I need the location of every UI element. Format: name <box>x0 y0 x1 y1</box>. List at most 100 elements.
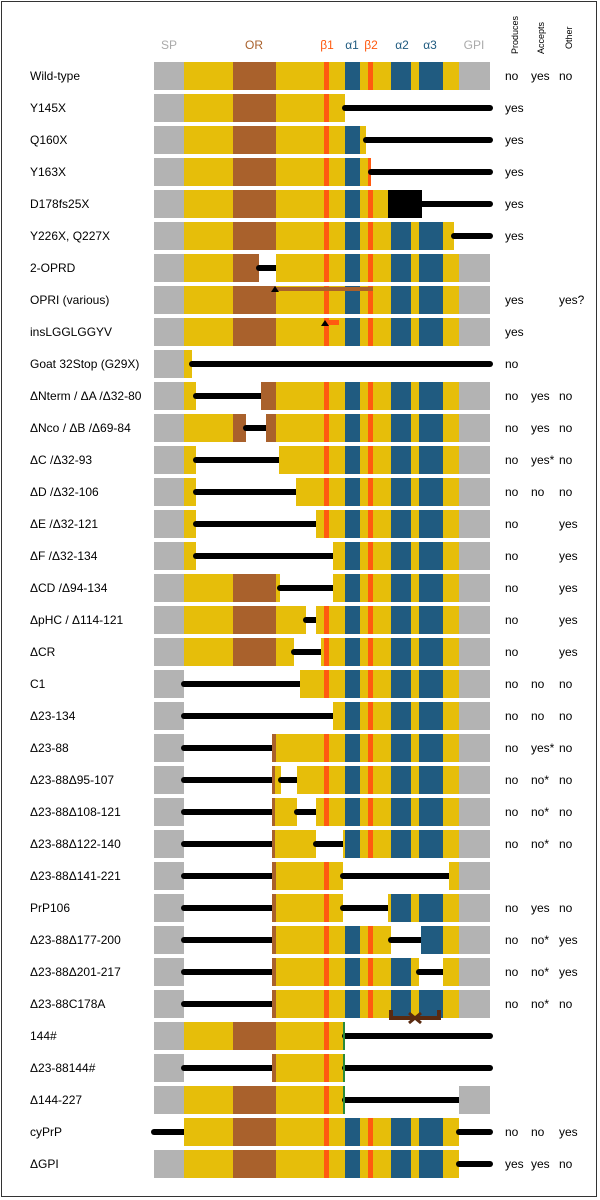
construct-row: 2-OPRD <box>30 254 490 282</box>
produces-value: no <box>505 933 519 947</box>
accepts-value: no* <box>531 837 549 851</box>
gold-segment <box>360 926 368 954</box>
gpi-segment <box>459 766 490 794</box>
gold-segment <box>329 990 345 1018</box>
sp-segment <box>154 702 184 730</box>
gold-segment <box>329 446 345 474</box>
construct-label: Wild-type <box>30 69 80 83</box>
gold-segment <box>411 574 419 602</box>
gold-segment <box>360 190 368 218</box>
gpi-segment <box>459 286 490 314</box>
alpha1-helix <box>345 62 360 90</box>
gold-segment <box>443 830 459 858</box>
other-value: no <box>559 69 573 83</box>
alpha2-helix <box>391 574 411 602</box>
beta1-strand <box>324 254 329 282</box>
gold-segment <box>411 734 419 762</box>
beta1-strand <box>324 1150 329 1178</box>
accepts-value: no <box>531 1125 545 1139</box>
construct-row: Y145X yes <box>30 94 524 122</box>
gold-segment <box>276 1118 324 1146</box>
construct-label: Y226X, Q227X <box>30 229 110 243</box>
construct-row: ΔCD /Δ94-134 no yes <box>30 574 578 602</box>
gold-segment <box>443 702 459 730</box>
gold-segment <box>184 222 233 250</box>
construct-label: Q160X <box>30 133 67 147</box>
gold-segment <box>329 1150 345 1178</box>
or-segment <box>233 62 276 90</box>
alpha2-helix <box>391 958 411 986</box>
gold-segment <box>333 574 345 602</box>
alpha3-helix <box>419 542 443 570</box>
gpi-segment <box>459 990 490 1018</box>
or-segment <box>275 1054 276 1082</box>
gold-segment <box>360 510 368 538</box>
header-alpha2: α2 <box>395 38 409 52</box>
other-value: yes <box>559 549 578 563</box>
gold-segment <box>184 190 233 218</box>
gold-segment <box>329 510 345 538</box>
construct-row: Wild-type no yes no <box>30 62 573 90</box>
accepts-value: yes <box>531 389 550 403</box>
gold-segment <box>443 638 459 666</box>
construct-label: Δ23-88Δ122-140 <box>30 837 121 851</box>
accepts-value: yes <box>531 69 550 83</box>
alpha1-helix <box>345 318 360 346</box>
beta1-strand <box>324 798 329 826</box>
produces-value: no <box>505 549 519 563</box>
alpha2-helix <box>391 702 411 730</box>
construct-row: ΔD /Δ32-106 no no no <box>30 478 573 506</box>
alpha2-helix <box>391 318 411 346</box>
alpha3-helix <box>419 222 443 250</box>
other-value: no <box>559 997 573 1011</box>
gold-segment <box>360 446 368 474</box>
construct-label: ΔNco / ΔB /Δ69-84 <box>30 421 131 435</box>
or-segment <box>233 1118 276 1146</box>
gold-segment <box>276 1150 324 1178</box>
gold-segment <box>373 190 388 218</box>
or-segment <box>261 382 276 410</box>
or-segment <box>233 254 259 282</box>
construct-label: ΔCR <box>30 645 56 659</box>
gold-segment <box>329 1022 345 1050</box>
construct-label: Goat 32Stop (G29X) <box>30 357 139 371</box>
sp-segment <box>154 862 184 890</box>
beta1-strand <box>324 1054 329 1082</box>
gold-segment <box>411 606 419 634</box>
gold-segment <box>360 766 368 794</box>
beta1-strand <box>324 734 329 762</box>
alpha3-helix <box>419 1150 443 1178</box>
beta2-strand <box>368 542 373 570</box>
construct-label: Δ23-88Δ95-107 <box>30 773 114 787</box>
alpha2-helix <box>391 894 411 922</box>
gold-segment <box>373 542 391 570</box>
gold-segment <box>373 574 391 602</box>
produces-value: yes <box>505 325 524 339</box>
gold-segment <box>373 382 391 410</box>
alpha1-helix <box>345 478 360 506</box>
beta2-strand <box>368 286 373 314</box>
header-beta1: β1 <box>320 38 334 52</box>
produces-value: yes <box>505 197 524 211</box>
gpi-segment <box>459 798 490 826</box>
beta1-strand <box>324 1022 329 1050</box>
or-segment <box>233 1022 276 1050</box>
alpha1-helix <box>345 190 360 218</box>
construct-label: ΔC /Δ32-93 <box>30 453 92 467</box>
construct-label: Δ23-134 <box>30 709 76 723</box>
beta1-strand <box>324 414 329 442</box>
beta2-strand <box>368 798 373 826</box>
gold-segment <box>276 638 294 666</box>
sp-segment <box>154 1086 184 1114</box>
beta1-strand <box>324 158 329 186</box>
beta1-strand <box>324 62 329 90</box>
beta2-strand <box>368 830 373 858</box>
alpha3-helix <box>419 702 443 730</box>
gold-segment <box>329 62 345 90</box>
or-segment <box>233 158 276 186</box>
or-remnant <box>272 958 275 986</box>
gold-segment <box>276 318 324 346</box>
gold-segment <box>373 798 391 826</box>
gold-segment <box>360 158 368 186</box>
